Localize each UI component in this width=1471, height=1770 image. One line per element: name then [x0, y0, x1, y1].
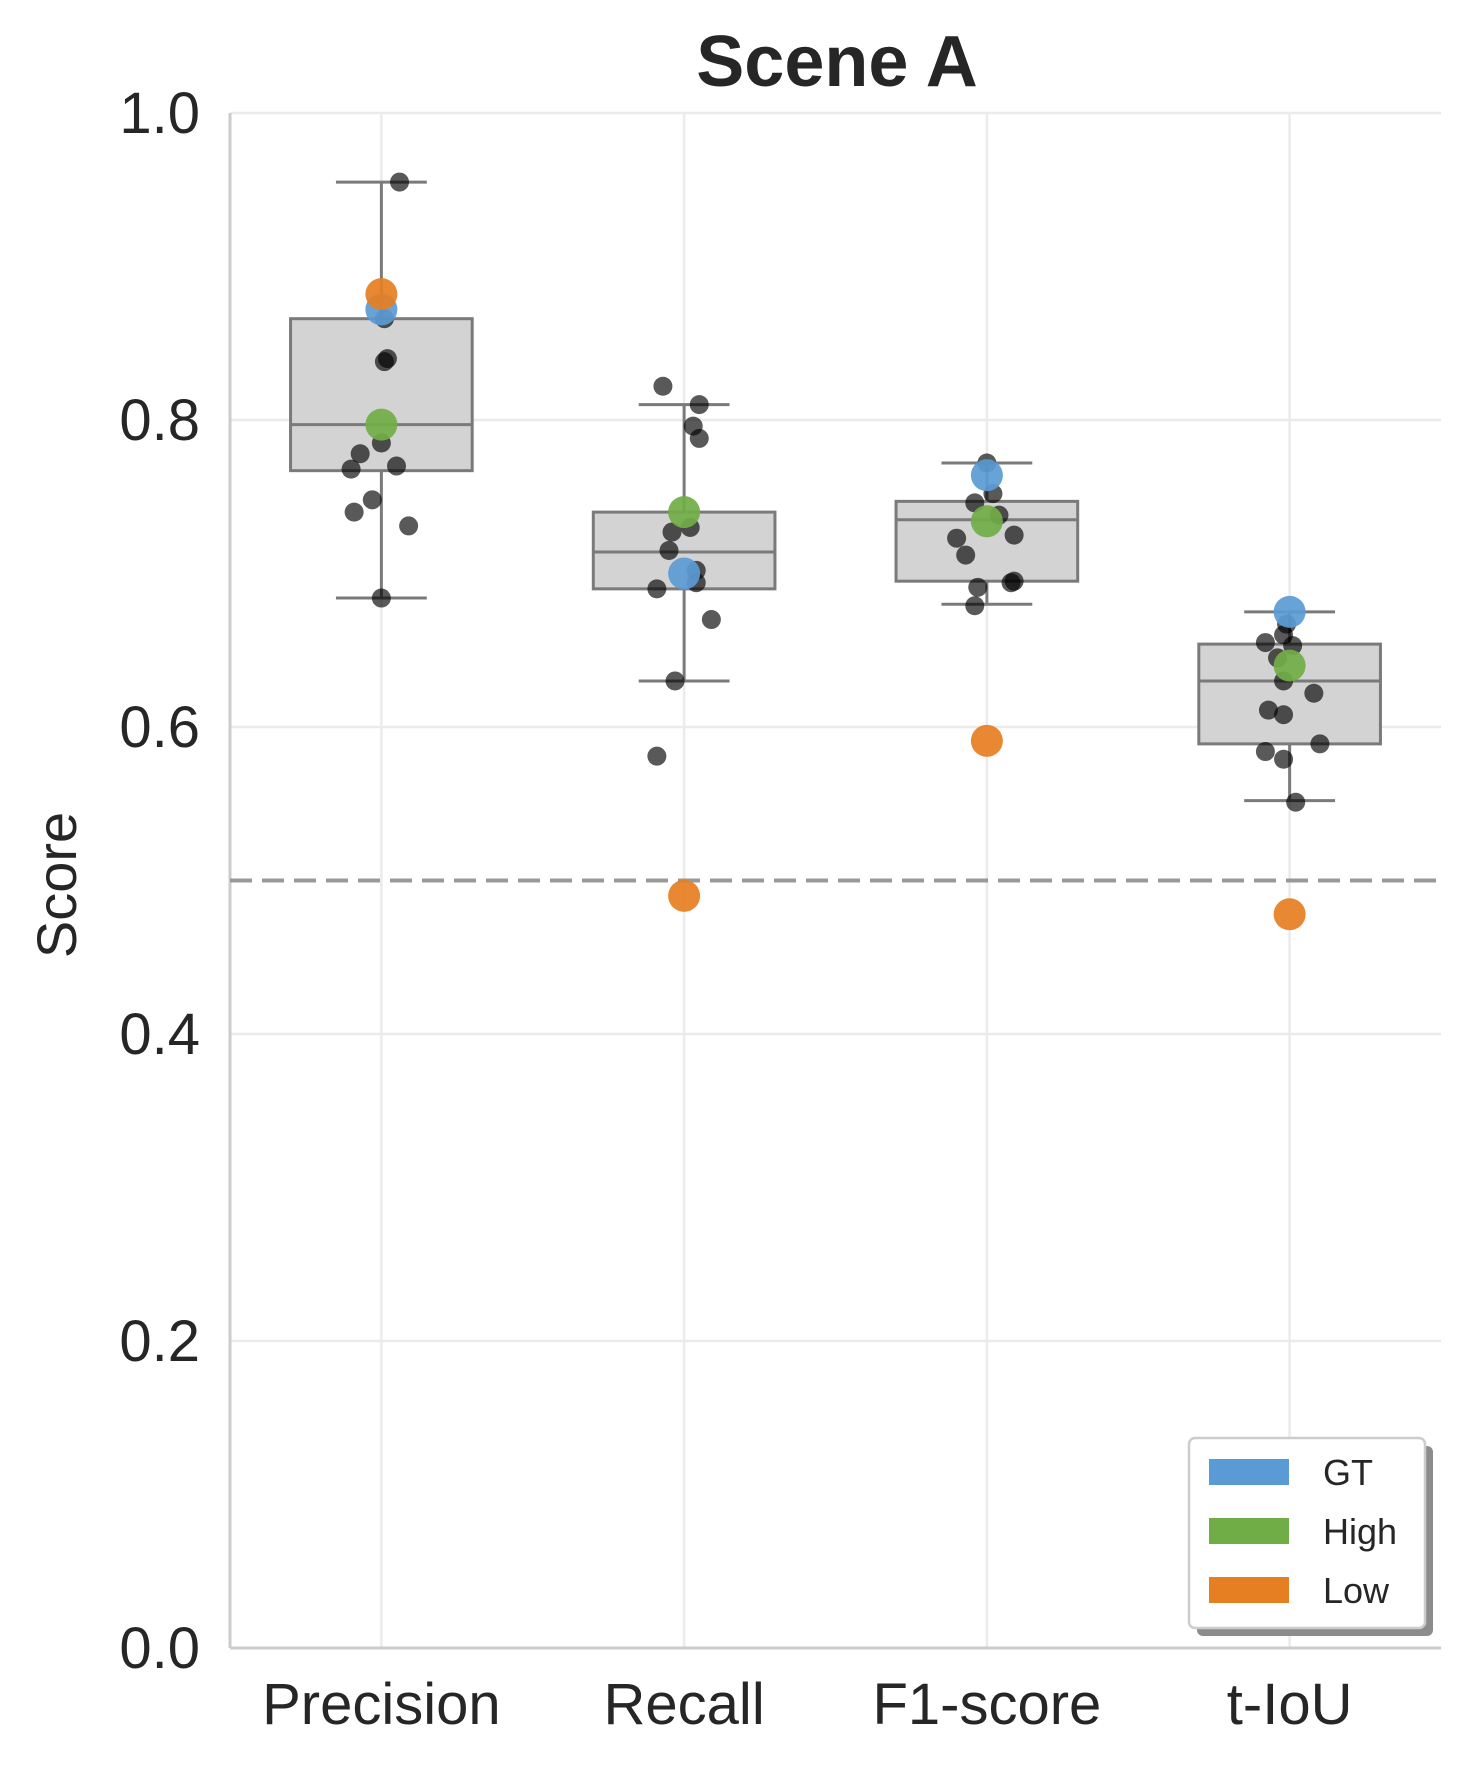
y-tick-label: 0.6 — [119, 695, 200, 760]
strip-point — [689, 395, 709, 415]
y-tick-label: 0.8 — [119, 388, 200, 453]
strip-point — [344, 502, 364, 522]
strip-point — [387, 456, 407, 476]
point-high — [365, 408, 398, 441]
point-low — [365, 278, 398, 311]
strip-point — [662, 522, 682, 542]
strip-point — [701, 610, 721, 630]
strip-point — [399, 516, 419, 536]
strip-point — [1255, 742, 1275, 762]
strip-point — [647, 579, 667, 599]
legend-swatch-high — [1209, 1518, 1289, 1544]
box-plot-recall — [591, 403, 777, 683]
chart-title: Scene A — [696, 22, 977, 102]
strip-points — [341, 172, 1330, 812]
legend: GT High Low — [1187, 1436, 1433, 1636]
legend-label-high: High — [1323, 1511, 1397, 1552]
y-tick-label: 0.2 — [119, 1309, 200, 1374]
point-high — [1273, 649, 1306, 682]
strip-point — [390, 172, 410, 192]
strip-point — [1001, 573, 1021, 593]
strip-point — [1004, 525, 1024, 545]
x-tick-label: F1-score — [872, 1672, 1101, 1737]
point-gt — [1273, 595, 1306, 628]
strip-point — [341, 459, 361, 479]
strip-point — [689, 428, 709, 448]
point-high — [668, 496, 701, 529]
legend-label-low: Low — [1323, 1570, 1390, 1611]
point-high — [970, 505, 1003, 538]
strip-point — [647, 746, 667, 766]
strip-point — [1258, 700, 1278, 720]
y-tick-label: 1.0 — [119, 81, 200, 146]
legend-swatch-gt — [1209, 1459, 1289, 1485]
box-group — [289, 180, 1382, 803]
legend-swatch-low — [1209, 1577, 1289, 1603]
strip-point — [956, 545, 976, 565]
x-tick-label: Precision — [262, 1672, 501, 1737]
y-tick-label: 0.0 — [119, 1616, 200, 1681]
point-low — [1273, 898, 1306, 931]
strip-point — [1274, 705, 1294, 725]
y-axis-label: Score — [25, 812, 88, 958]
point-low — [668, 879, 701, 912]
strip-point — [1286, 792, 1306, 812]
x-tick-label: t-IoU — [1227, 1672, 1353, 1737]
highlight-points — [365, 278, 1306, 931]
strip-point — [965, 596, 985, 616]
strip-point — [653, 376, 673, 396]
strip-point — [665, 671, 685, 691]
point-gt — [668, 557, 701, 590]
strip-point — [659, 540, 679, 560]
strip-point — [947, 528, 967, 548]
strip-point — [362, 490, 382, 510]
tick-labels: 0.0 0.2 0.4 0.6 0.8 1.0 Precision Recall F1-scor… — [119, 81, 1352, 1737]
strip-point — [968, 577, 988, 597]
strip-point — [1310, 734, 1330, 754]
strip-point — [1274, 749, 1294, 769]
strip-point — [374, 352, 394, 372]
point-gt — [970, 459, 1003, 492]
strip-point — [371, 588, 391, 608]
strip-point — [1304, 683, 1324, 703]
strip-point — [1255, 633, 1275, 653]
strip-point — [350, 444, 370, 464]
box-plot-precision — [289, 180, 474, 600]
x-tick-label: Recall — [604, 1672, 765, 1737]
legend-label-gt: GT — [1323, 1452, 1373, 1493]
point-low — [970, 724, 1003, 757]
y-tick-label: 0.4 — [119, 1002, 200, 1067]
